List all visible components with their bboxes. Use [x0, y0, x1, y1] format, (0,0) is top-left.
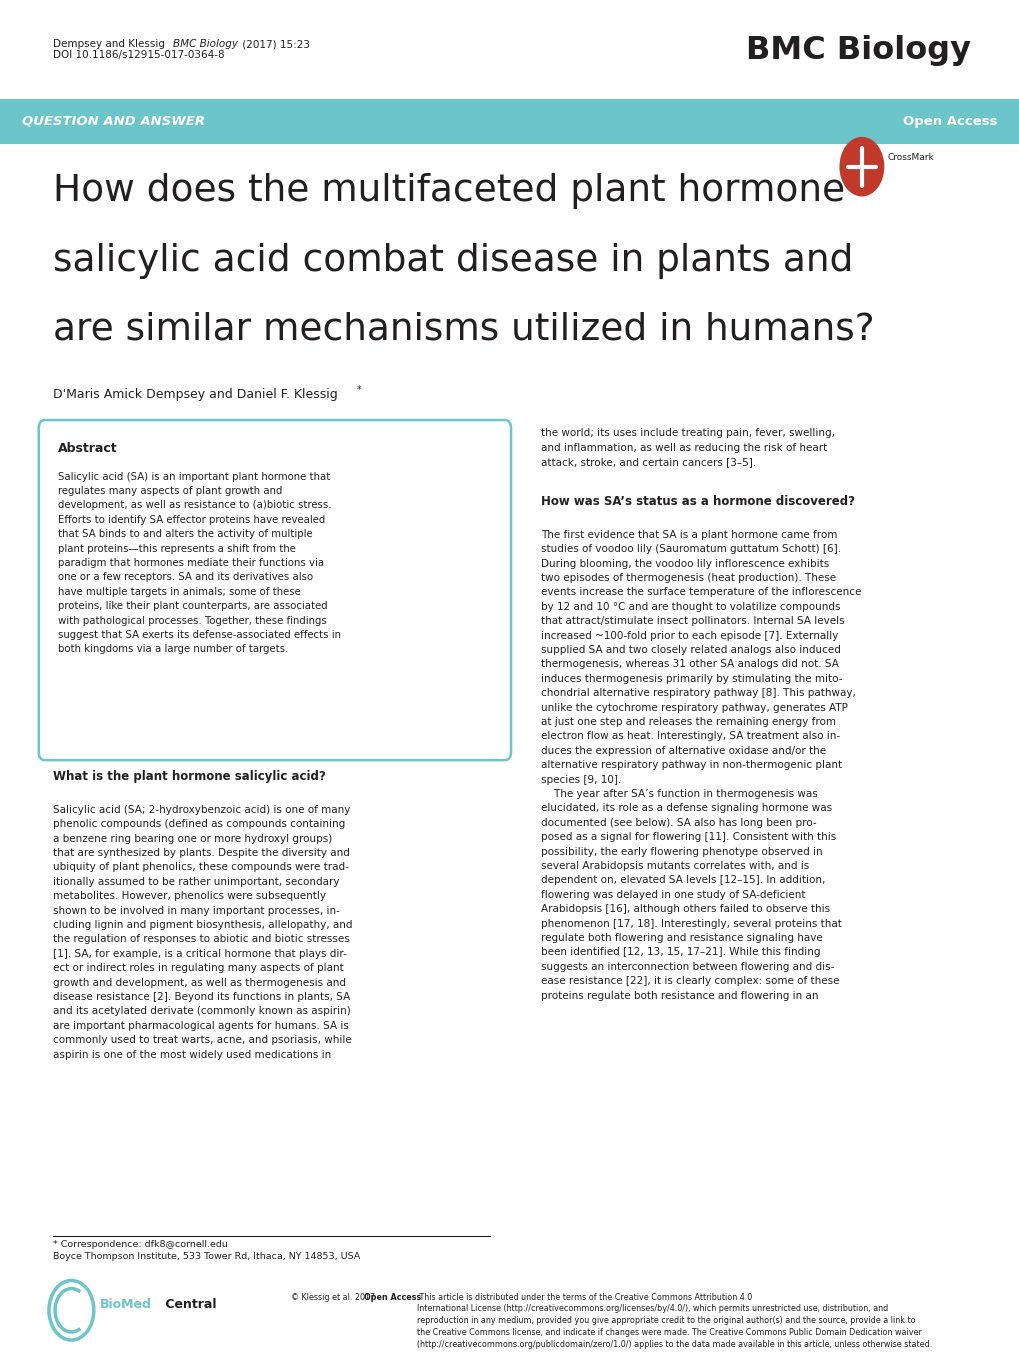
Text: CrossMark: CrossMark [887, 153, 933, 163]
Bar [0, 99, 1019, 144]
Text: Dempsey and Klessig: Dempsey and Klessig [53, 39, 168, 49]
Text: Open Access: Open Access [364, 1293, 421, 1302]
Text: DOI 10.1186/s12915-017-0364-8: DOI 10.1186/s12915-017-0364-8 [53, 50, 224, 60]
Text: Open Access: Open Access [902, 115, 997, 127]
Circle shape [843, 142, 879, 191]
Text: BMC Biology: BMC Biology [173, 39, 238, 49]
Text: *: * [357, 385, 362, 394]
Circle shape [49, 1280, 94, 1340]
Text: Abstract: Abstract [58, 442, 117, 455]
Text: Boyce Thompson Institute, 533 Tower Rd, Ithaca, NY 14853, USA: Boyce Thompson Institute, 533 Tower Rd, … [53, 1252, 360, 1262]
Text: BMC Biology: BMC Biology [745, 35, 970, 66]
Text: Central: Central [161, 1298, 216, 1312]
Text: BioMed: BioMed [100, 1298, 152, 1312]
Text: QUESTION AND ANSWER: QUESTION AND ANSWER [22, 115, 206, 127]
Text: The first evidence that SA is a plant hormone came from
studies of voodoo lily (: The first evidence that SA is a plant ho… [540, 530, 860, 1000]
Text: Salicylic acid (SA) is an important plant hormone that
regulates many aspects of: Salicylic acid (SA) is an important plan… [58, 472, 340, 654]
Text: How was SA’s status as a hormone discovered?: How was SA’s status as a hormone discove… [540, 495, 854, 508]
Text: salicylic acid combat disease in plants and: salicylic acid combat disease in plants … [53, 243, 853, 279]
Text: are similar mechanisms utilized in humans?: are similar mechanisms utilized in human… [53, 312, 874, 348]
Text: How does the multifaceted plant hormone: How does the multifaceted plant hormone [53, 173, 845, 210]
Text: Salicylic acid (SA; 2-hydroxybenzoic acid) is one of many
phenolic compounds (de: Salicylic acid (SA; 2-hydroxybenzoic aci… [53, 805, 353, 1060]
Text: (2017) 15:23: (2017) 15:23 [238, 39, 310, 49]
Text: What is the plant hormone salicylic acid?: What is the plant hormone salicylic acid… [53, 770, 325, 783]
Text: the world; its uses include treating pain, fever, swelling,
and inflammation, as: the world; its uses include treating pai… [540, 428, 834, 467]
Text: D'Maris Amick Dempsey and Daniel F. Klessig: D'Maris Amick Dempsey and Daniel F. Kles… [53, 388, 337, 401]
Text: This article is distributed under the terms of the Creative Commons Attribution : This article is distributed under the te… [417, 1293, 931, 1348]
FancyBboxPatch shape [39, 420, 511, 760]
Text: © Klessig et al. 2017: © Klessig et al. 2017 [290, 1293, 377, 1302]
Circle shape [839, 137, 883, 196]
Text: * Correspondence: dfk8@cornell.edu: * Correspondence: dfk8@cornell.edu [53, 1240, 227, 1249]
